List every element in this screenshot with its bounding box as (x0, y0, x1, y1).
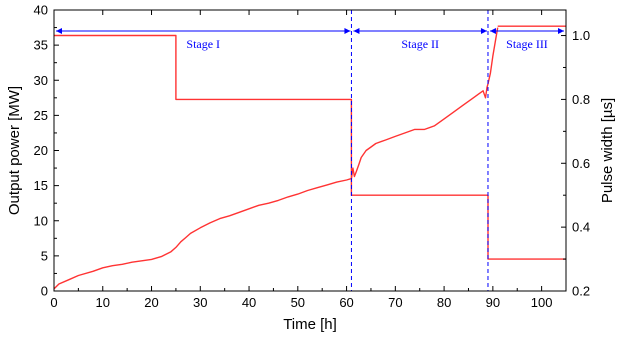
stage-arrowhead-right-2 (558, 28, 564, 34)
x-tick-label-5: 50 (291, 295, 305, 310)
y2-tick-label-1: 0.4 (572, 220, 590, 235)
stage-arrowhead-left-2 (489, 28, 496, 34)
y2-axis-label: Pulse width [µs] (599, 98, 616, 203)
x-tick-label-9: 90 (486, 295, 500, 310)
y-axis-label: Output power [MW] (6, 86, 23, 215)
stage-layer: Stage I Stage II Stage III (56, 10, 564, 291)
x-axis-label: Time [h] (283, 316, 337, 333)
stage-arrowhead-left-0 (56, 28, 62, 34)
y-tick-label-0: 0 (41, 284, 48, 299)
stage-label-1: Stage II (401, 37, 439, 51)
y2-tick-label-3: 0.8 (572, 92, 590, 107)
x-tick-label-6: 60 (339, 295, 353, 310)
x-tick-label-7: 70 (388, 295, 402, 310)
y-tick-label-3: 15 (34, 178, 48, 193)
y-tick-label-2: 10 (34, 213, 48, 228)
y-tick-label-4: 20 (34, 143, 48, 158)
y-tick-label-8: 40 (34, 3, 48, 18)
y2-tick-label-2: 0.6 (572, 156, 590, 171)
y-tick-label-7: 35 (34, 38, 48, 53)
stage-label-0: Stage I (186, 37, 220, 51)
stage-arrowhead-right-0 (344, 28, 351, 34)
x-tick-label-4: 40 (242, 295, 256, 310)
y2-tick-label-4: 1.0 (572, 28, 590, 43)
y-tick-label-6: 30 (34, 73, 48, 88)
series-layer (53, 25, 566, 290)
x-tick-label-2: 20 (144, 295, 158, 310)
series-line-0 (53, 27, 499, 290)
x-tick-label-10: 100 (531, 295, 553, 310)
x-tick-label-1: 10 (96, 295, 110, 310)
x-tick-label-0: 0 (50, 295, 57, 310)
y-tick-label-5: 25 (34, 108, 48, 123)
x-tick-label-8: 80 (437, 295, 451, 310)
x-tick-label-3: 30 (193, 295, 207, 310)
plot-frame (53, 9, 567, 292)
axes-layer: 0 10 20 30 40 50 60 70 80 90 100 0 5 10 15 20 25 30 35 40 0.… (6, 3, 616, 334)
y2-tick-label-0: 0.2 (572, 284, 590, 299)
series-line-1 (54, 34, 566, 260)
stage-arrowhead-right-1 (480, 28, 487, 34)
y-tick-label-1: 5 (41, 248, 48, 263)
stage-arrowhead-left-1 (353, 28, 360, 34)
stage-label-2: Stage III (506, 37, 548, 51)
